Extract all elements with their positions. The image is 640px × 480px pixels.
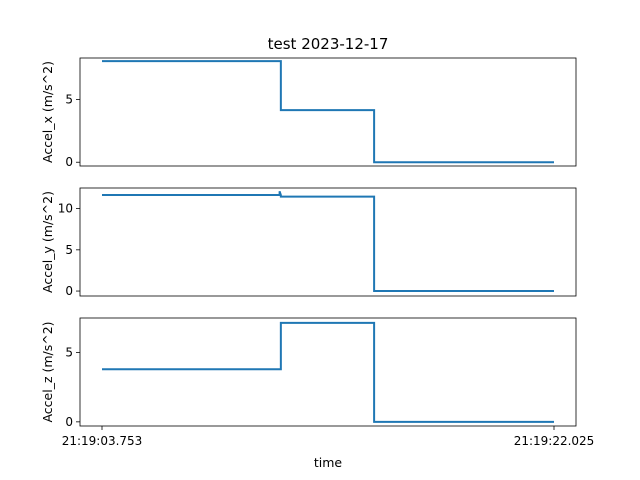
chart-title: test 2023-12-17 (268, 35, 389, 53)
x-tick-label: 21:19:22.025 (514, 434, 595, 448)
y-tick-label: 5 (65, 92, 73, 106)
series-line (102, 60, 554, 164)
subplot-1: 0 5 Accel_x (m/s^2) (40, 57, 577, 169)
y-tick-label: 0 (65, 155, 73, 169)
x-axis-label: time (314, 455, 343, 470)
y-tick-label: 5 (65, 243, 73, 257)
y-tick-label: 0 (65, 415, 73, 429)
axes-frame (79, 317, 577, 427)
y-tick-label: 10 (58, 202, 73, 216)
y-axis-label: Accel_z (m/s^2) (40, 321, 55, 422)
series-line (102, 190, 554, 293)
x-tick-label: 21:19:03.753 (62, 434, 143, 448)
axes-frame (79, 187, 577, 297)
y-tick-label: 5 (65, 346, 73, 360)
y-tick-label: 0 (65, 284, 73, 298)
subplot-3: 0 5 Accel_z (m/s^2) 21:19:03.753 21:19:22.02… (40, 317, 595, 448)
axes-frame (79, 57, 577, 167)
series-line (102, 321, 554, 423)
y-axis-label: Accel_y (m/s^2) (40, 191, 55, 293)
y-axis-label: Accel_x (m/s^2) (40, 61, 55, 163)
